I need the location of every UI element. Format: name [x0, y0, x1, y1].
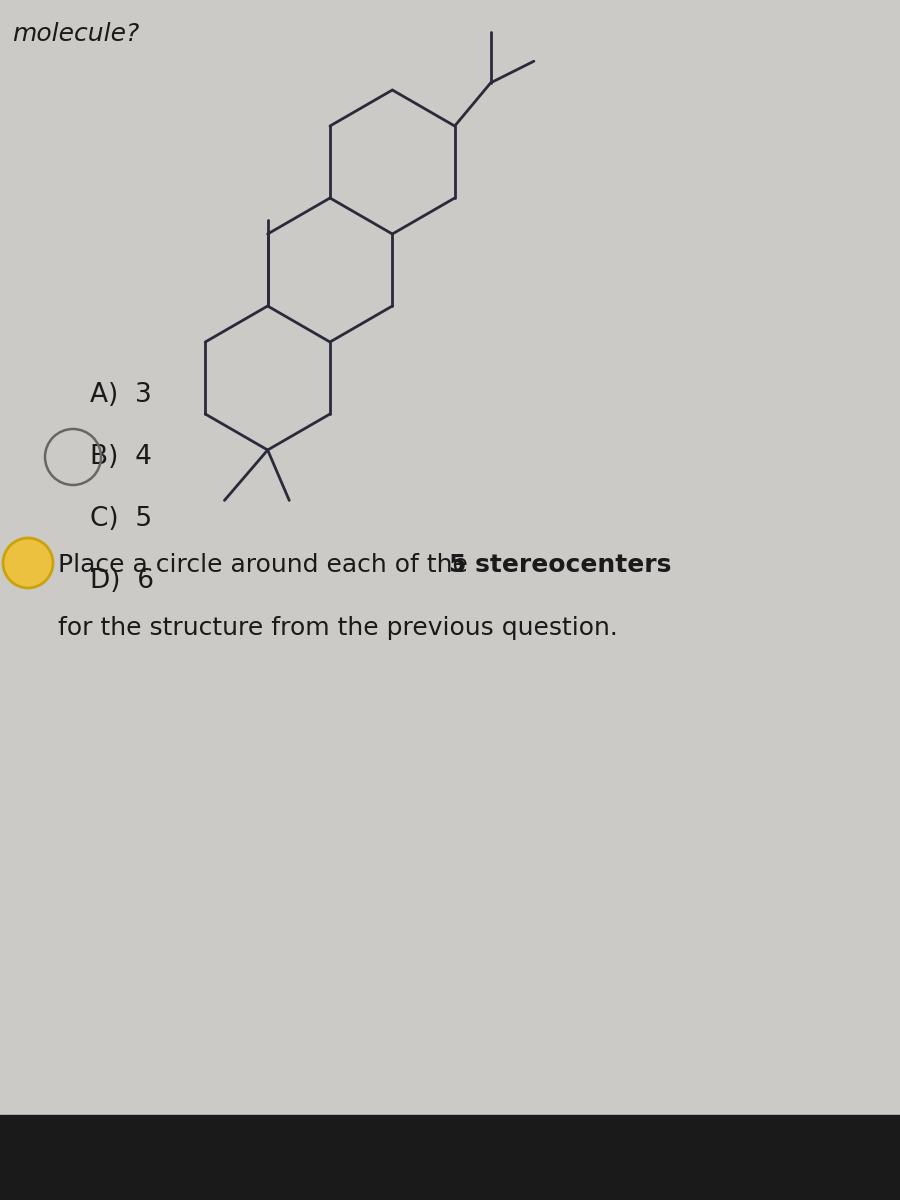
Text: 5 stereocenters: 5 stereocenters	[449, 553, 671, 577]
Text: for the structure from the previous question.: for the structure from the previous ques…	[58, 616, 618, 640]
Text: Place a circle around each of the: Place a circle around each of the	[58, 553, 476, 577]
Text: A)  3: A) 3	[90, 382, 152, 408]
Text: molecule?: molecule?	[12, 22, 139, 46]
Circle shape	[3, 538, 53, 588]
Text: D)  6: D) 6	[90, 568, 154, 594]
Text: C)  5: C) 5	[90, 506, 152, 532]
Text: B)  4: B) 4	[90, 444, 152, 470]
